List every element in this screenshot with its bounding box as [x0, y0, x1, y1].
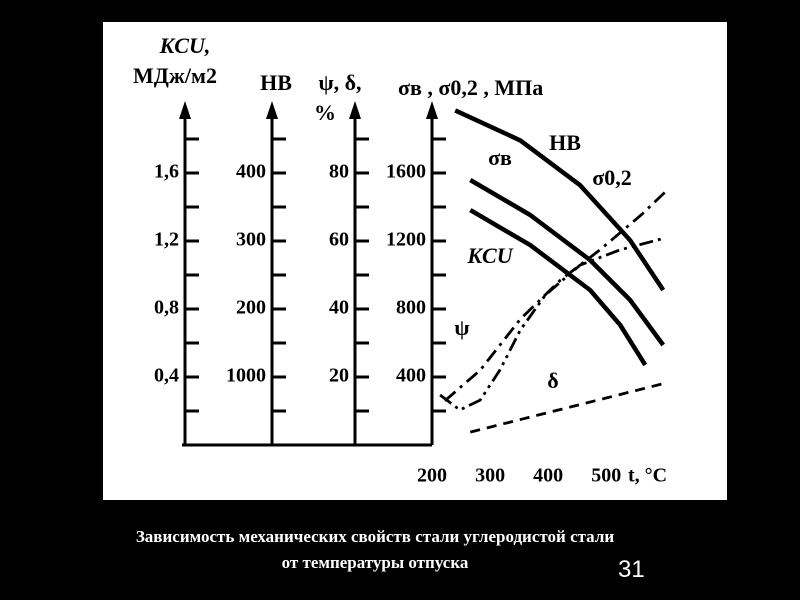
y-axis-title: KCU, — [159, 33, 211, 58]
y-axis-title: НВ — [260, 70, 292, 95]
series-line — [454, 108, 666, 292]
y-tick-label: 800 — [396, 297, 426, 319]
y-tick-label: 200 — [236, 297, 266, 319]
axis-arrow — [426, 101, 438, 119]
y-tick-label: 1,6 — [154, 161, 179, 183]
x-tick-label: 300 — [475, 465, 505, 487]
caption-line: от температуры отпуска — [281, 553, 469, 572]
series-label: σ0,2 — [592, 165, 631, 190]
y-axis-title: МДж/м2 — [133, 63, 217, 88]
y-tick-label: 1,2 — [154, 229, 179, 251]
series-label: НВ — [549, 130, 581, 155]
y-tick-label: 300 — [236, 229, 266, 251]
y-tick-label: 20 — [329, 365, 349, 387]
series-line — [439, 236, 666, 412]
y-axis-title: % — [314, 100, 336, 125]
axis-arrow — [349, 101, 361, 119]
chart-panel — [103, 22, 727, 500]
y-tick-label: 400 — [236, 161, 266, 183]
series-label: ψ — [454, 315, 469, 340]
y-tick-label: 60 — [329, 229, 349, 251]
caption-line: Зависимость механических свойств стали у… — [135, 527, 615, 546]
series-label: σв — [488, 145, 512, 170]
y-tick-label: 1600 — [386, 161, 426, 183]
y-tick-label: 80 — [329, 161, 349, 183]
page-number: 31 — [618, 556, 645, 583]
axis-arrow — [179, 101, 191, 119]
series-line — [469, 178, 666, 347]
y-tick-label: 1000 — [226, 365, 266, 387]
y-tick-label: 1200 — [386, 229, 426, 251]
series-label: KCU — [466, 243, 513, 268]
series-label: δ — [547, 368, 558, 393]
series-line — [443, 190, 667, 402]
x-tick-label: 500 — [591, 465, 621, 487]
y-tick-label: 40 — [329, 297, 349, 319]
x-axis-title: t, °C — [628, 465, 667, 487]
series-line — [469, 208, 648, 367]
axis-arrow — [266, 101, 278, 119]
x-tick-label: 200 — [417, 465, 447, 487]
y-tick-label: 0,4 — [154, 365, 179, 387]
x-tick-label: 400 — [533, 465, 563, 487]
y-tick-label: 0,8 — [154, 297, 179, 319]
y-axis-title: σв , σ0,2 , МПа — [398, 75, 543, 100]
y-tick-label: 400 — [396, 365, 426, 387]
y-axis-title: ψ, δ, — [318, 70, 361, 95]
